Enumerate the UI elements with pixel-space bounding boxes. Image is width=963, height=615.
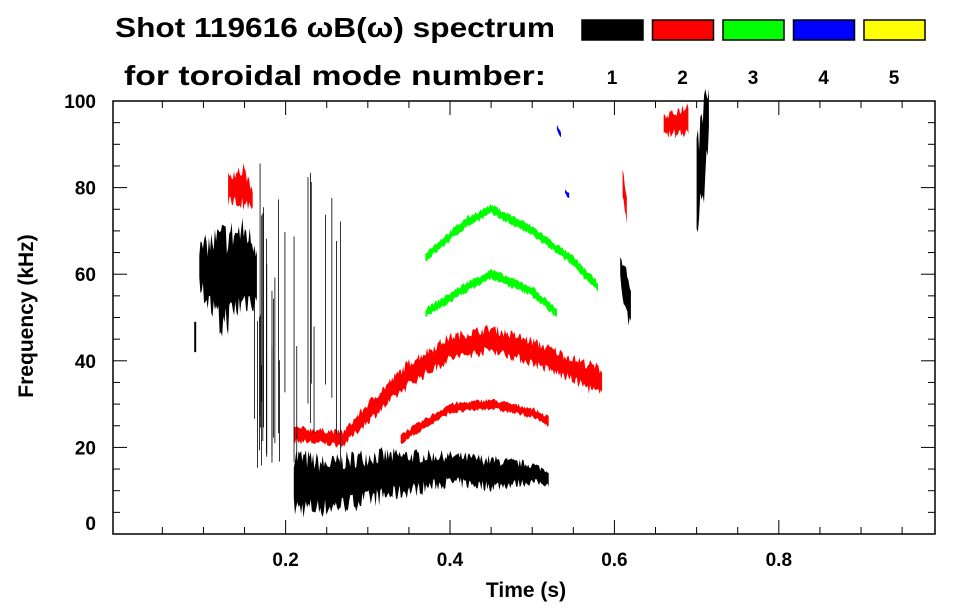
x-tick-label: 0.8 bbox=[766, 550, 792, 571]
mode-4-feature bbox=[556, 124, 561, 138]
x-tick-label: 0.2 bbox=[272, 550, 298, 571]
y-tick-label: 20 bbox=[75, 438, 96, 459]
chart-title: Shot 119616 ωB(ω) spectrum bbox=[115, 12, 555, 43]
x-tick-label: 0.6 bbox=[601, 550, 627, 571]
legend-label-mode-5: 5 bbox=[889, 68, 900, 89]
y-tick-label: 60 bbox=[75, 265, 96, 286]
mode-2-feature bbox=[622, 169, 627, 224]
legend: 1 2 3 4 5 bbox=[581, 19, 926, 89]
legend-swatch-mode-1 bbox=[581, 19, 644, 41]
legend-label-mode-4: 4 bbox=[818, 68, 829, 89]
legend-label-mode-3: 3 bbox=[748, 68, 759, 89]
y-tick-label: 80 bbox=[75, 179, 96, 200]
mode-1-feature bbox=[620, 257, 631, 326]
plot-area bbox=[194, 88, 709, 518]
mode-4-feature bbox=[565, 189, 570, 198]
y-tick-label: 40 bbox=[75, 352, 96, 373]
legend-caption: for toroidal mode number: bbox=[124, 60, 546, 91]
mode-2-feature bbox=[228, 163, 253, 211]
mode-1-feature bbox=[293, 447, 549, 518]
y-axis-label: Frequency (kHz) bbox=[15, 234, 38, 397]
axes: 0.2 0.4 0.6 0.8 0 20 40 60 80 100 bbox=[64, 92, 936, 571]
x-axis-label: Time (s) bbox=[486, 579, 566, 602]
mode-1-feature bbox=[696, 88, 709, 232]
legend-swatch-mode-2 bbox=[651, 19, 715, 41]
mode-2-feature bbox=[293, 324, 603, 448]
legend-swatch-mode-4 bbox=[792, 19, 856, 41]
mode-3-feature bbox=[425, 268, 557, 318]
legend-label-mode-1: 1 bbox=[607, 68, 618, 89]
mode-2-feature bbox=[663, 103, 689, 139]
mode-2-feature bbox=[400, 398, 549, 445]
mode-3-feature bbox=[425, 203, 598, 292]
x-tick-label: 0.4 bbox=[437, 550, 464, 571]
legend-swatch-mode-3 bbox=[722, 19, 785, 41]
legend-label-mode-2: 2 bbox=[677, 68, 688, 89]
mode-1-feature bbox=[199, 217, 257, 337]
y-tick-label: 100 bbox=[64, 92, 96, 113]
legend-swatch-mode-5 bbox=[863, 19, 926, 41]
y-tick-label: 0 bbox=[85, 514, 96, 535]
